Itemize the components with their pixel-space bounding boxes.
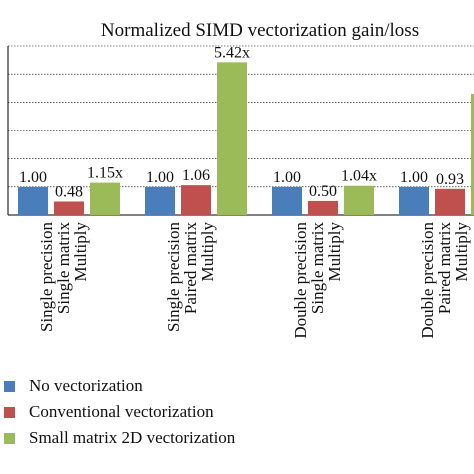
- category-label-line: Single matrix: [308, 222, 327, 315]
- category-label: Single precisionPaired matrixMultiply: [164, 222, 217, 333]
- category-label: Double precisionSingle matrixMultiply: [291, 222, 344, 339]
- bar: [399, 186, 429, 215]
- bar: [471, 93, 474, 215]
- bar: [272, 186, 302, 215]
- bar: [435, 188, 465, 215]
- category-label: Double precisionPaired matrixMultiply: [418, 222, 471, 339]
- bar-value-label: 0.48: [55, 183, 83, 200]
- bar-labels: 1.00 0.481.15x 1.00 1.06 5.42x 1.00 0.501.04x 1…: [19, 44, 464, 200]
- bar: [90, 182, 120, 215]
- category-label-line: Multiply: [452, 222, 471, 282]
- legend: No vectorization Conventional vectorizat…: [4, 373, 235, 451]
- legend-label: Conventional vectorization: [29, 402, 214, 421]
- bar: [217, 62, 247, 215]
- category-label-line: Multiply: [71, 222, 90, 282]
- bar-value-label: 1.00: [19, 169, 47, 186]
- category-label-line: Paired matrix: [181, 222, 200, 315]
- legend-label: Small matrix 2D vectorization: [29, 428, 236, 447]
- bar-value-label: 0.50: [309, 183, 337, 200]
- category-label-line: Multiply: [325, 222, 344, 282]
- bars: [18, 62, 474, 215]
- bar-value-label: 1.15x: [87, 165, 123, 182]
- bar-value-label: 1.00: [146, 169, 174, 186]
- category-label-line: Single precision: [164, 222, 183, 333]
- chart-title: Normalized SIMD vectorization gain/loss: [101, 20, 419, 41]
- bar: [18, 186, 48, 215]
- bar: [344, 185, 374, 215]
- bar: [181, 185, 211, 215]
- category-label-line: Double precision: [418, 222, 437, 339]
- bar-value-label: 1.00: [400, 169, 428, 186]
- bar: [54, 201, 84, 215]
- gridlines: [8, 45, 474, 188]
- bar-value-label: 1.06: [182, 167, 210, 184]
- legend-label: No vectorization: [29, 376, 143, 395]
- category-label-line: Double precision: [291, 222, 310, 339]
- category-label-line: Multiply: [198, 222, 217, 282]
- bar-value-label: 5.42x: [214, 44, 250, 61]
- legend-item-conventional-vectorization: Conventional vectorization: [4, 399, 235, 425]
- legend-swatch: [4, 432, 15, 444]
- legend-item-no-vectorization: No vectorization: [4, 373, 235, 399]
- category-labels: Single precisionSingle matrixMultiply Sin…: [37, 222, 471, 339]
- bar-value-label: 1.04x: [341, 168, 377, 185]
- bar-value-label: 0.93: [436, 171, 464, 188]
- category-label-line: Single precision: [37, 222, 56, 333]
- bar: [145, 186, 175, 215]
- bar-value-label: 1.00: [273, 169, 301, 186]
- bar: [308, 200, 338, 215]
- legend-item-small-matrix-2d-vectorization: Small matrix 2D vectorization: [4, 425, 235, 451]
- legend-swatch: [4, 380, 15, 392]
- category-label-line: Single matrix: [54, 222, 73, 315]
- legend-swatch: [4, 406, 15, 418]
- category-label-line: Paired matrix: [435, 222, 454, 315]
- category-label: Single precisionSingle matrixMultiply: [37, 222, 90, 333]
